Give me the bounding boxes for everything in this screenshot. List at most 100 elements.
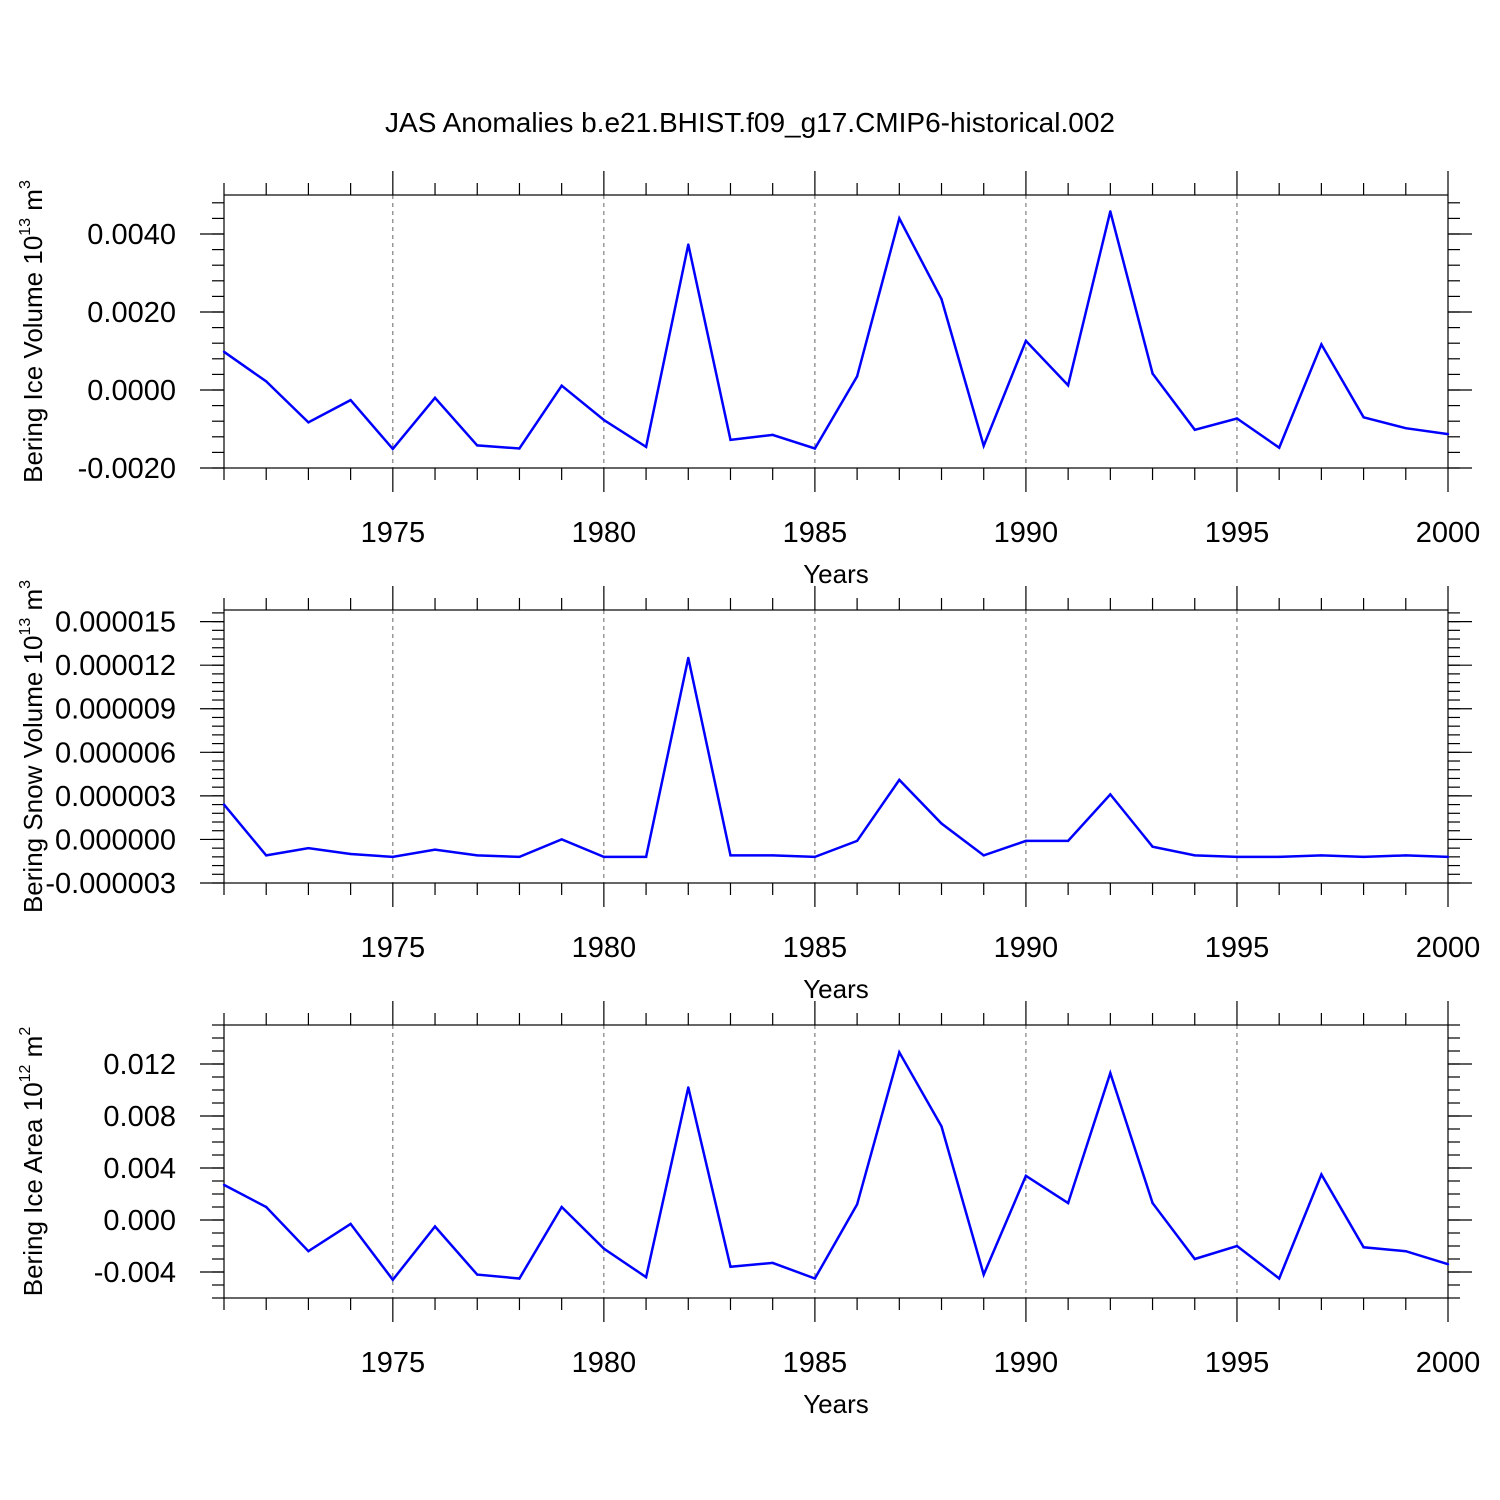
data-point [560,1205,563,1209]
data-point [391,855,395,859]
data-point [602,418,606,422]
data-point [982,1273,985,1276]
data-point [813,447,817,450]
data-point [1193,428,1196,431]
data-point [518,855,521,859]
x-axis-label: Years [803,559,869,589]
data-point [729,438,732,442]
y-axis-label-unit: m [18,589,48,618]
data-point [687,243,690,246]
data-point [1066,384,1070,387]
data-point [1024,839,1028,843]
data-point [729,1265,732,1269]
data-point [1151,845,1154,848]
y-tick-label: -0.000003 [45,868,176,900]
x-tick-label: 1995 [1205,517,1270,549]
x-tick-label: 1995 [1205,1347,1270,1379]
data-point [518,447,521,450]
data-point [982,444,985,447]
data-point [222,350,226,353]
x-tick-label: 1985 [783,517,848,549]
data-point [476,1273,479,1276]
panel-2: -0.000003 0.000000 0.000003 0.000006 0.00000… [17,580,1480,1004]
data-point [644,855,648,859]
data-point [855,1203,859,1206]
data-point [1066,839,1070,843]
data-point [771,854,774,857]
data-point [813,855,817,859]
y-tick-label: 0.000000 [55,824,176,856]
data-point [1109,210,1112,213]
plot-frame [223,1024,1449,1299]
x-tick-label: 2000 [1416,932,1481,964]
data-point [222,1183,226,1187]
data-point [687,1086,690,1089]
data-point [265,854,268,857]
data-point [1320,343,1323,346]
y-tick-label: 0.012 [103,1049,176,1081]
data-point [940,297,943,301]
data-point [1446,1263,1450,1266]
x-tick-label: 1975 [361,932,426,964]
x-tick-label: 1985 [783,1347,848,1379]
x-tick-label: 2000 [1416,1347,1481,1379]
data-point [1320,854,1323,857]
panel-1: -0.0020 0.0000 0.0020 0.0040 1975 1980 1985 199… [17,171,1480,589]
data-point [644,445,648,449]
data-point [1193,854,1196,857]
data-point [1109,1071,1112,1075]
x-tick-label: 1995 [1205,932,1270,964]
data-point [1235,417,1239,420]
data-point [1235,855,1239,859]
y-axis-label-base: Bering Ice Volume 10 [18,236,48,483]
data-point [1109,793,1112,796]
y-axis-label-unit: m [18,1036,48,1065]
data-point [602,1247,606,1250]
data-point [349,1222,352,1226]
data-point [1235,1244,1239,1248]
data-point [1404,854,1407,857]
x-tick-label: 1980 [572,932,637,964]
series-line [223,211,1449,451]
x-tick-label: 1980 [572,517,637,549]
data-point [687,656,690,660]
data-point [602,855,606,859]
y-tick-label: 0.000015 [55,607,176,639]
data-point [1362,855,1365,859]
x-axis-label: Years [803,974,869,1004]
data-point [349,852,352,856]
y-axis-label-unit-exp: 2 [17,1027,34,1036]
y-tick-label: 0.004 [103,1153,176,1185]
data-point [1446,855,1450,859]
data-point [391,447,395,451]
panel-3: -0.004 0.000 0.004 0.008 0.012 1975 1980 1985 19… [17,1001,1480,1419]
data-point [349,398,352,402]
y-axis-label-base: Bering Snow Volume 10 [18,636,48,914]
y-axis-label: Bering Ice Volume 1013 m3 [17,180,48,483]
x-tick-label: 2000 [1416,517,1481,549]
panels: -0.0020 0.0000 0.0020 0.0040 1975 1980 1985 199… [17,171,1480,1419]
data-point [1404,427,1407,430]
data-point [265,1205,268,1209]
data-point [1151,372,1154,375]
y-axis-label-exp: 12 [17,1064,34,1082]
y-axis-label-exp: 13 [17,218,34,236]
data-point [1277,446,1281,449]
y-tick-label: 0.0040 [87,219,176,251]
y-tick-label: -0.0020 [78,453,176,485]
data-point [940,822,943,825]
y-axis-label-unit-exp: 3 [17,580,34,589]
y-tick-label: 0.0020 [87,297,176,329]
y-tick-label: -0.004 [94,1257,176,1289]
data-point [940,1125,943,1128]
data-point [813,1277,817,1280]
data-point [1404,1250,1407,1253]
data-point [391,1278,395,1282]
plot-frame [223,194,1449,469]
data-point [476,854,479,857]
data-point [433,1225,437,1228]
data-point [560,384,563,387]
data-point [518,1277,521,1280]
data-point [307,1250,310,1253]
